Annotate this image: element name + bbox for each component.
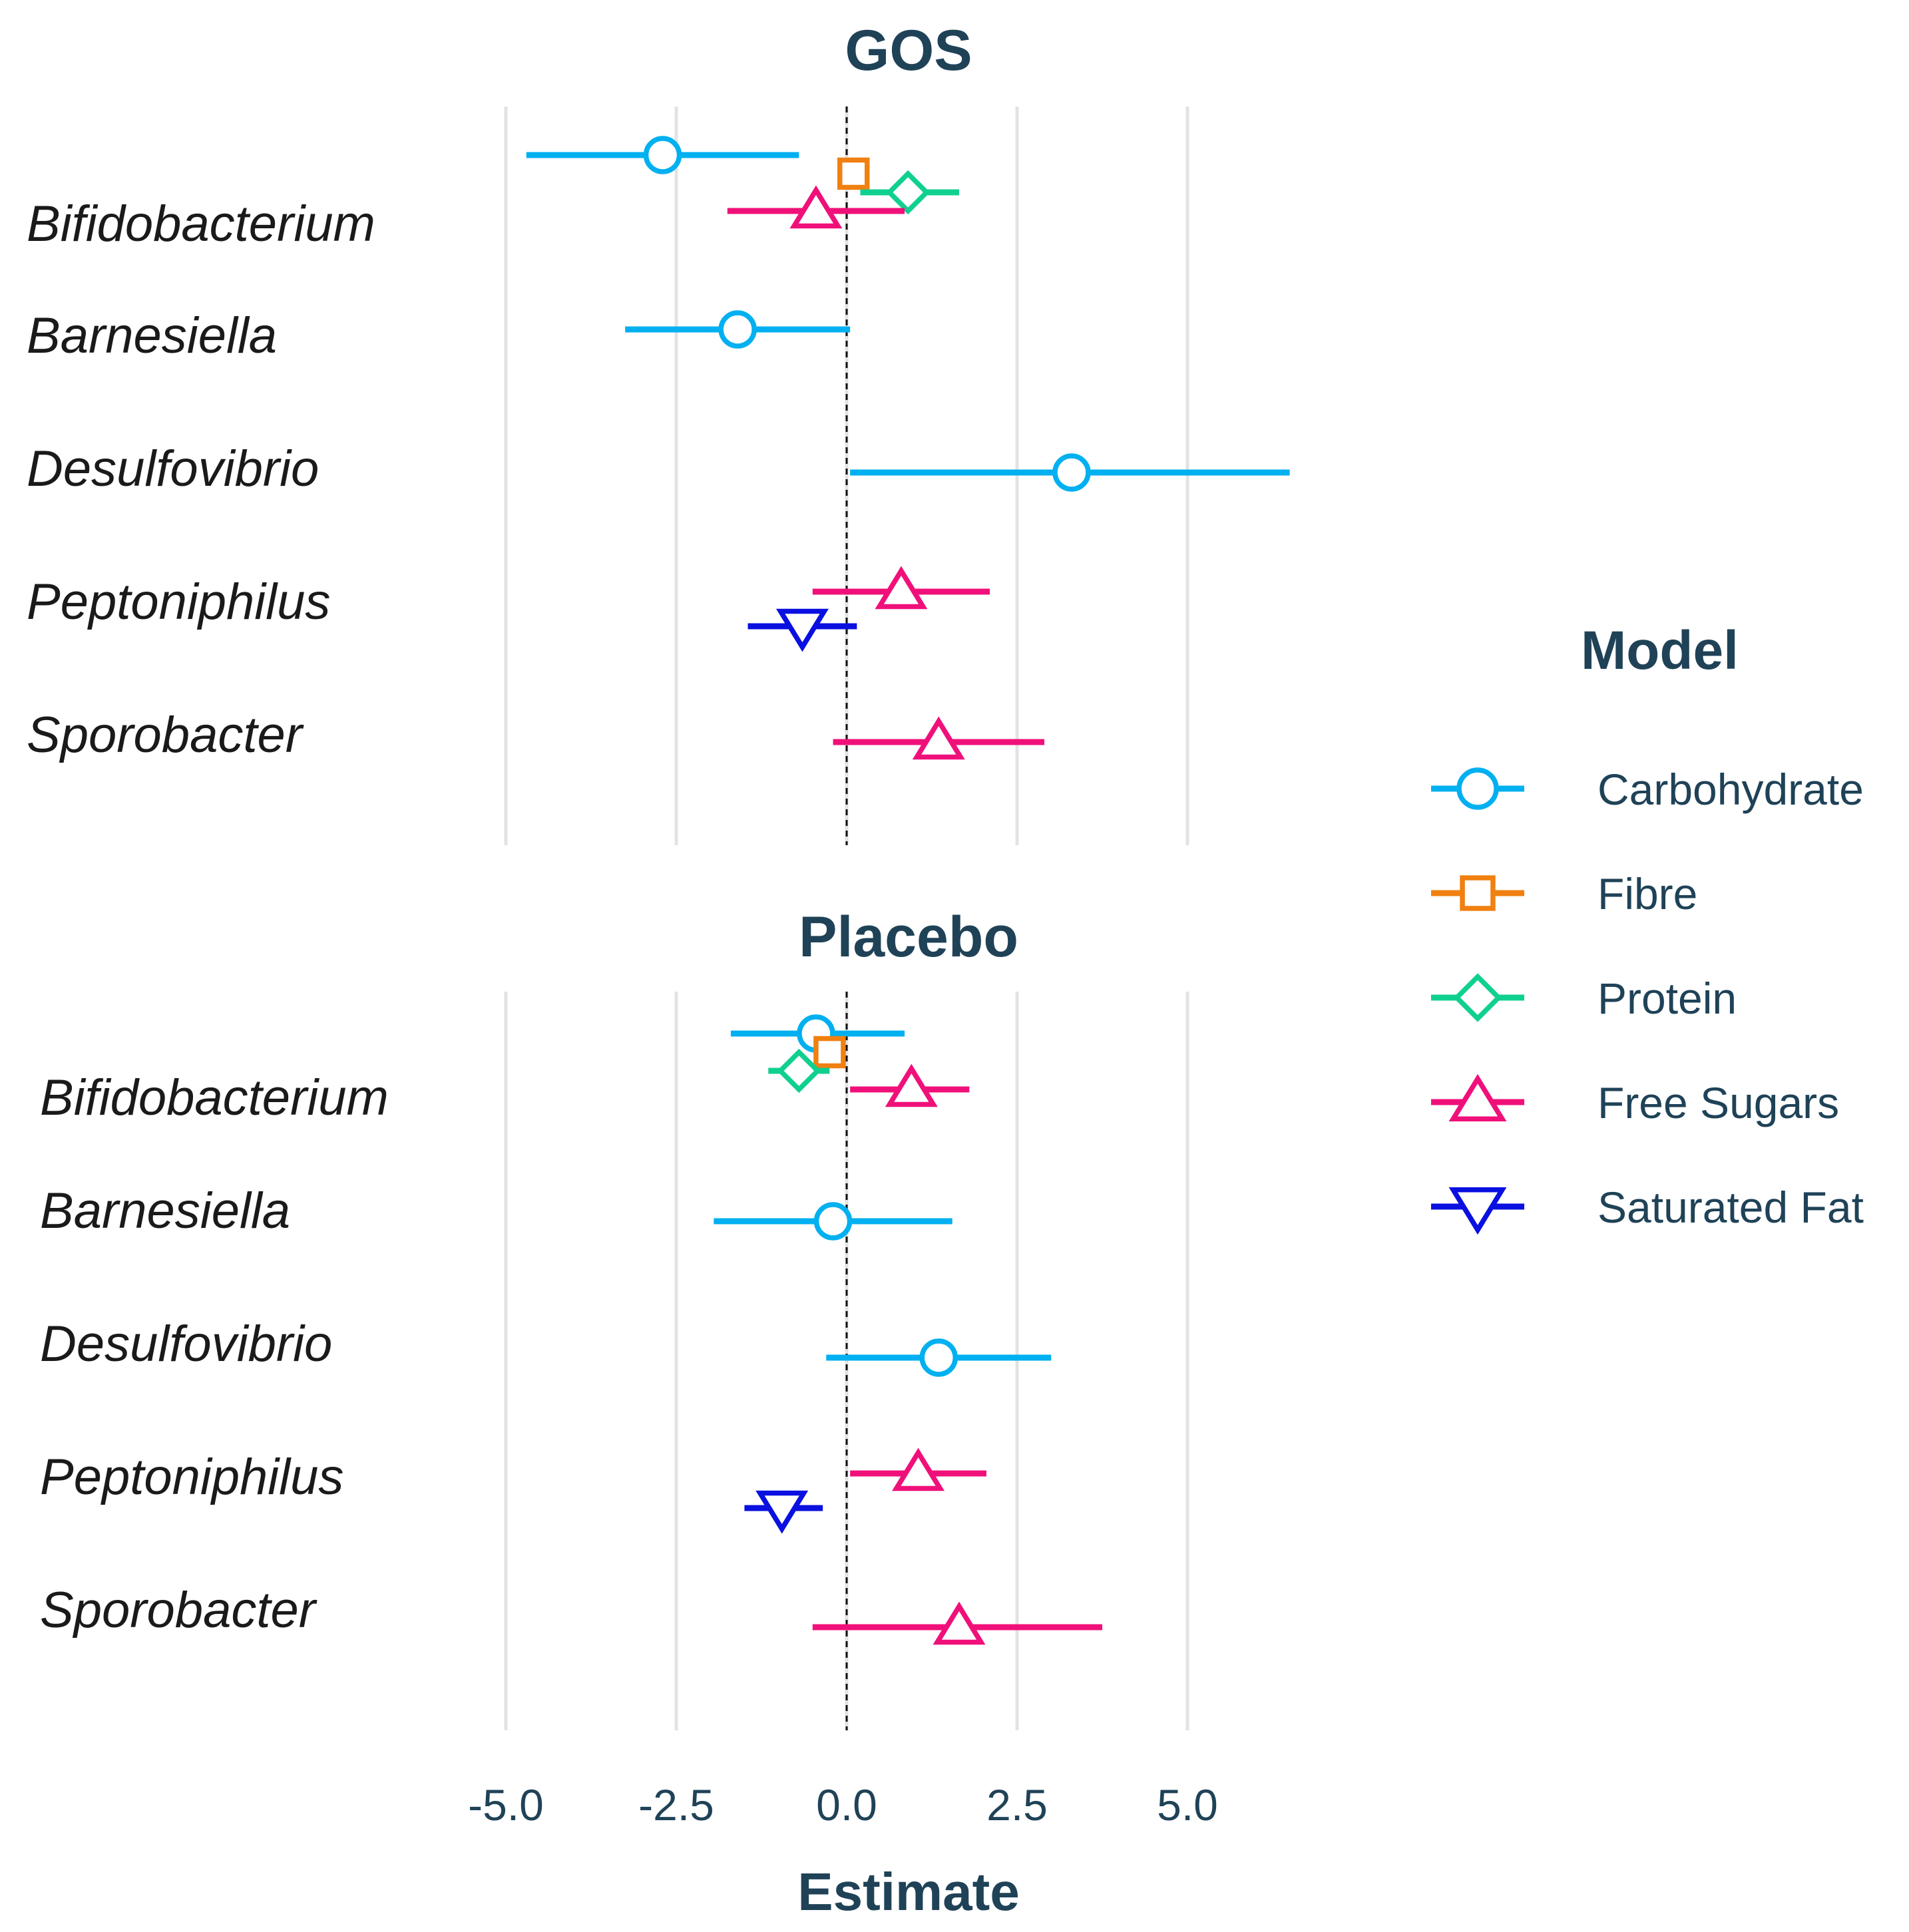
taxon-label: Bifidobacterium [27, 196, 375, 252]
legend-item-carbohydrate: Carbohydrate [1431, 765, 1864, 814]
legend-title: Model [1581, 620, 1739, 681]
estimate-carbohydrate [526, 136, 799, 174]
diamond-marker [777, 1048, 821, 1093]
circle-marker [813, 1202, 853, 1241]
taxon-label: Sporobacter [27, 707, 304, 763]
triangle-up-marker [885, 1063, 938, 1107]
taxon-label: Desulfovibrio [27, 441, 319, 497]
triangle-down-marker [755, 1490, 809, 1534]
legend-item-saturated-fat: Saturated Fat [1431, 1183, 1864, 1235]
circle-marker [1052, 453, 1091, 492]
estimate-saturated-fat [747, 608, 857, 652]
panel-title-gos: GOS [845, 19, 972, 83]
circle-marker [919, 1338, 958, 1377]
circle-marker [643, 136, 682, 174]
taxon-label: Bifidobacterium [40, 1069, 389, 1126]
estimate-free-sugars [833, 716, 1044, 760]
triangle-up-marker [875, 566, 928, 610]
x-axis-title: Estimate [797, 1862, 1019, 1921]
triangle-up-marker [912, 716, 965, 760]
panel-gos: GOS Bifidobacterium Barnesiella Desulfov… [27, 19, 1290, 845]
estimate-free-sugars [850, 1448, 986, 1491]
taxon-label: Desulfovibrio [40, 1316, 332, 1372]
legend-label: Free Sugars [1597, 1078, 1839, 1127]
legend-item-fibre: Fibre [1431, 869, 1697, 918]
x-axis: -5.0 -2.5 0.0 2.5 5.0 Estimate [468, 1780, 1218, 1921]
estimate-saturated-fat [744, 1490, 823, 1534]
legend-label: Carbohydrate [1597, 765, 1864, 814]
legend-item-protein: Protein [1431, 973, 1737, 1023]
estimate-free-sugars [850, 1063, 970, 1107]
estimate-carbohydrate [826, 1338, 1052, 1377]
panel-title-placebo: Placebo [799, 905, 1018, 969]
x-tick-label: -5.0 [468, 1780, 544, 1830]
panel-placebo: Placebo Bifidobacterium Barnesiella Desu… [40, 905, 1189, 1730]
circle-marker [718, 310, 757, 349]
triangle-down-marker [775, 608, 829, 652]
square-marker [837, 157, 870, 190]
estimate-carbohydrate [625, 310, 851, 349]
legend: Model Carbohydrate Fibre Protein Free Sugar… [1431, 620, 1864, 1235]
triangle-down-marker [1448, 1187, 1507, 1235]
estimate-carbohydrate [850, 453, 1290, 492]
estimate-carbohydrate [714, 1202, 953, 1241]
taxon-label: Barnesiella [27, 307, 277, 364]
square-marker [1460, 875, 1496, 911]
estimate-free-sugars [812, 1601, 1102, 1645]
legend-label: Protein [1597, 974, 1737, 1023]
x-tick-label: -2.5 [638, 1780, 714, 1830]
estimates-placebo [714, 1014, 1102, 1645]
estimates-gos [526, 136, 1290, 760]
legend-items: Carbohydrate Fibre Protein Free Sugars Satur… [1431, 765, 1864, 1235]
legend-label: Fibre [1597, 869, 1697, 918]
taxon-label: Peptoniphilus [40, 1449, 343, 1505]
taxon-label: Sporobacter [40, 1582, 318, 1639]
estimate-fibre [813, 1036, 846, 1069]
taxon-labels-placebo: Bifidobacterium Barnesiella Desulfovibri… [40, 1069, 389, 1639]
taxon-labels-gos: Bifidobacterium Barnesiella Desulfovibri… [27, 196, 375, 763]
square-marker [813, 1036, 846, 1069]
triangle-up-marker [789, 185, 843, 229]
estimate-free-sugars [727, 185, 905, 229]
estimate-free-sugars [812, 566, 990, 610]
taxon-label: Barnesiella [40, 1183, 290, 1239]
estimate-fibre [837, 157, 870, 190]
estimate-protein [768, 1048, 830, 1093]
diamond-marker [1453, 973, 1502, 1022]
x-tick-label: 0.0 [816, 1780, 877, 1830]
triangle-up-marker [892, 1448, 945, 1491]
x-tick-label: 2.5 [986, 1780, 1048, 1830]
diamond-marker [885, 170, 931, 215]
triangle-up-marker [933, 1601, 986, 1645]
legend-item-free-sugars: Free Sugars [1431, 1073, 1839, 1127]
legend-label: Saturated Fat [1597, 1183, 1864, 1232]
triangle-up-marker [1448, 1073, 1507, 1121]
estimate-protein [860, 170, 959, 215]
circle-marker [1456, 767, 1499, 810]
taxon-label: Peptoniphilus [27, 574, 330, 630]
gridlines-gos [504, 106, 1189, 845]
x-tick-label: 5.0 [1157, 1780, 1218, 1830]
gridlines-placebo [504, 992, 1189, 1730]
